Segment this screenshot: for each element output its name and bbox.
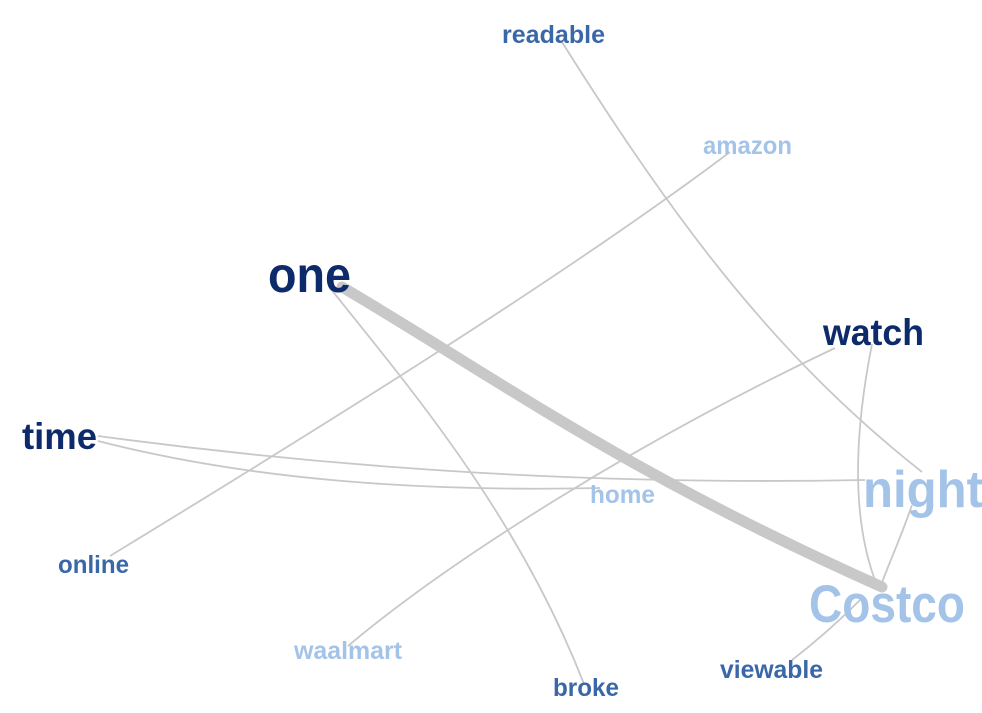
edge-night-costco <box>879 504 913 589</box>
edge-one-broke <box>329 287 585 685</box>
edge-watch-costco <box>857 343 879 589</box>
node-online[interactable]: online <box>58 551 129 579</box>
node-amazon[interactable]: amazon <box>703 132 792 160</box>
edge-time-night <box>97 435 866 482</box>
edge-readable-night <box>561 41 923 473</box>
node-time[interactable]: time <box>22 416 97 457</box>
node-broke[interactable]: broke <box>553 674 619 702</box>
edge-layer <box>97 41 923 685</box>
node-viewable[interactable]: viewable <box>720 656 823 684</box>
node-one[interactable]: one <box>268 247 351 303</box>
node-readable[interactable]: readable <box>502 21 605 49</box>
edge-watch-waalmart <box>347 347 836 647</box>
node-night[interactable]: night <box>863 461 982 519</box>
node-layer: one watch time readable online broke vie… <box>22 21 982 702</box>
node-costco[interactable]: Costco <box>809 575 965 634</box>
node-waalmart[interactable]: waalmart <box>293 637 403 665</box>
edge-costco-viewable <box>791 599 861 661</box>
node-watch[interactable]: watch <box>822 312 924 353</box>
edge-one-costco <box>336 281 888 593</box>
edge-amazon-online <box>109 151 731 557</box>
node-home[interactable]: home <box>590 481 655 509</box>
edge-time-home <box>97 440 601 490</box>
